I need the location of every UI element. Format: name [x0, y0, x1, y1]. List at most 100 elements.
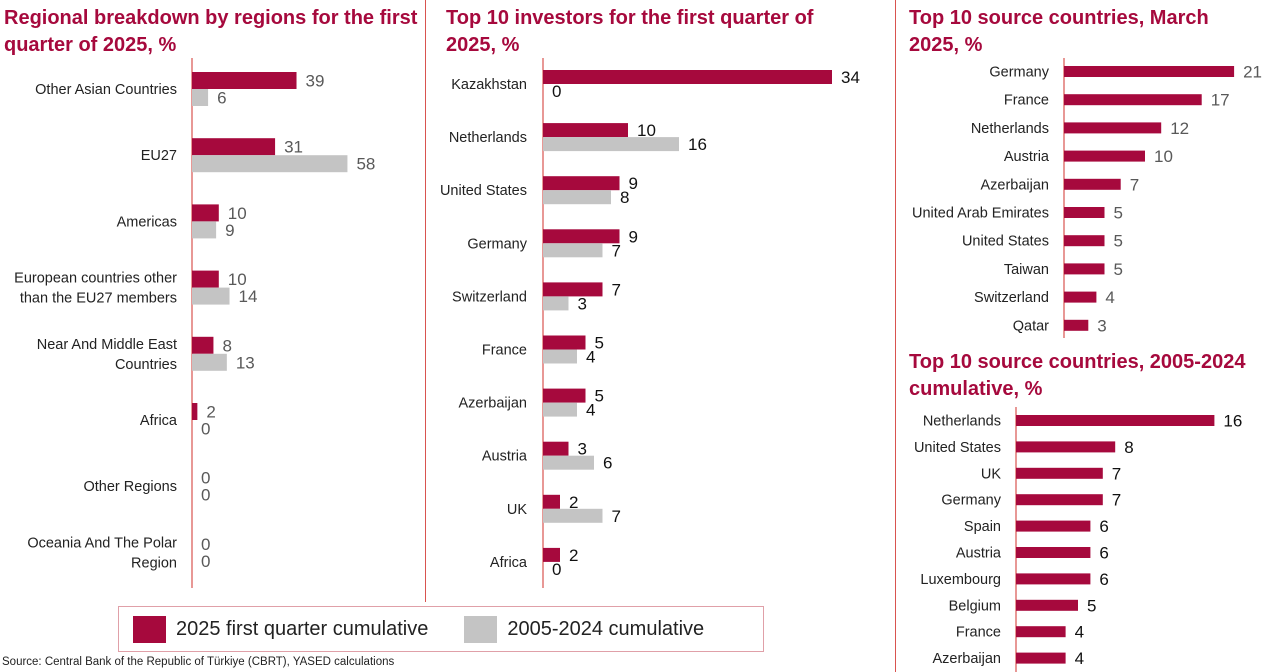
- bar: [1016, 573, 1091, 585]
- category-label: Germany: [941, 493, 1001, 509]
- bar-series1: [192, 204, 219, 222]
- category-label: UK: [981, 466, 1001, 482]
- category-label: Americas: [117, 214, 177, 230]
- bar: [1016, 494, 1103, 506]
- bar-series2: [192, 155, 348, 173]
- title-line: 2025, %: [909, 34, 983, 56]
- category-label: Africa: [490, 555, 528, 571]
- category-label: Netherlands: [923, 414, 1001, 430]
- category-label: United States: [962, 234, 1049, 250]
- value-label: 2: [206, 403, 215, 422]
- value-label: 5: [595, 334, 604, 353]
- bar-series2: [543, 508, 603, 523]
- value-label: 10: [637, 121, 656, 140]
- bar-series2: [543, 402, 577, 417]
- bar-series2: [192, 89, 209, 106]
- bar: [1064, 235, 1105, 247]
- legend-label: 2025 first quarter cumulative: [176, 617, 429, 640]
- value-label: 7: [1130, 175, 1139, 194]
- legend-label: 2005-2024 cumulative: [507, 617, 705, 640]
- bar-series2: [543, 190, 611, 205]
- value-label: 0: [552, 82, 561, 101]
- legend-item-series2: 2005-2024 cumulative: [464, 615, 705, 643]
- title-line: Regional breakdown by regions for the fi…: [4, 7, 418, 29]
- value-label: 4: [1105, 288, 1114, 307]
- value-label: 5: [1114, 232, 1123, 251]
- title-line: Top 10 source countries, 2005-2024: [909, 351, 1246, 373]
- category-label: Austria: [956, 546, 1002, 562]
- category-label: Netherlands: [971, 121, 1049, 137]
- value-label: 31: [284, 138, 303, 157]
- bar-series1: [192, 138, 276, 156]
- bar-series1: [543, 547, 560, 562]
- value-label: 39: [306, 72, 325, 91]
- legend-swatch-secondary: [464, 615, 498, 643]
- value-label: 0: [201, 486, 210, 505]
- value-label: 14: [239, 287, 258, 306]
- category-label: United States: [440, 183, 527, 199]
- category-label: Near And Middle East: [37, 337, 177, 353]
- category-label: Other Regions: [84, 479, 178, 495]
- bar-series1: [192, 403, 198, 420]
- value-label: 4: [1075, 649, 1084, 668]
- category-label: Azerbaijan: [980, 177, 1049, 193]
- bar: [1064, 150, 1145, 162]
- bar-series1: [192, 270, 219, 288]
- category-label: Azerbaijan: [932, 651, 1001, 667]
- value-label: 7: [1112, 491, 1121, 510]
- category-label: Luxembourg: [920, 572, 1001, 588]
- category-label: Switzerland: [974, 290, 1049, 306]
- category-label: Azerbaijan: [458, 396, 527, 412]
- value-label: 7: [1112, 464, 1121, 483]
- bar: [1016, 441, 1116, 453]
- value-label: 6: [217, 89, 226, 108]
- bar-series1: [543, 176, 620, 191]
- category-label: Other Asian Countries: [35, 82, 177, 98]
- value-label: 21: [1243, 63, 1262, 82]
- category-label: Spain: [964, 519, 1001, 535]
- bar-series2: [192, 287, 230, 305]
- value-label: 3: [1097, 316, 1106, 335]
- value-label: 2: [569, 546, 578, 565]
- bar: [1064, 319, 1089, 331]
- bar-series1: [543, 335, 586, 350]
- category-label: United Arab Emirates: [912, 206, 1049, 222]
- bar-series2: [192, 221, 217, 239]
- bar: [1016, 652, 1066, 664]
- value-label: 13: [236, 353, 255, 372]
- category-label: Germany: [467, 236, 527, 252]
- chart-title-march: Top 10 source countries, March 2025, %: [909, 5, 1209, 59]
- bar-series2: [543, 349, 577, 364]
- bar-series1: [543, 282, 603, 297]
- value-label: 9: [629, 174, 638, 193]
- value-label: 8: [222, 336, 231, 355]
- bar-series1: [543, 70, 832, 84]
- category-label: Oceania And The Polar: [27, 535, 177, 551]
- bar: [1016, 467, 1103, 479]
- category-label: France: [956, 625, 1001, 641]
- value-label: 58: [356, 155, 375, 174]
- bar-series2: [543, 243, 603, 258]
- value-label: 7: [612, 280, 621, 299]
- category-label: France: [1004, 93, 1049, 109]
- value-label: 3: [578, 294, 587, 313]
- title-line: quarter of 2025, %: [4, 34, 177, 56]
- value-label: 8: [1124, 438, 1133, 457]
- category-label: Germany: [989, 65, 1049, 81]
- bar-series2: [192, 353, 227, 371]
- bar: [1064, 291, 1097, 303]
- bar-series2: [543, 296, 569, 311]
- category-label: Taiwan: [1004, 262, 1049, 278]
- bar-series1: [543, 388, 586, 403]
- bar-series2: [543, 137, 679, 152]
- category-label: Austria: [1004, 149, 1050, 165]
- category-label: Austria: [482, 449, 528, 465]
- bar: [1016, 415, 1215, 426]
- value-label: 5: [1114, 204, 1123, 223]
- category-label: Switzerland: [452, 289, 527, 305]
- value-label: 0: [552, 560, 561, 579]
- value-label: 17: [1211, 91, 1230, 110]
- chart-title-regional: Regional breakdown by regions for the fi…: [4, 5, 417, 59]
- value-label: 5: [1087, 596, 1096, 615]
- source-note: Source: Central Bank of the Republic of …: [2, 656, 395, 668]
